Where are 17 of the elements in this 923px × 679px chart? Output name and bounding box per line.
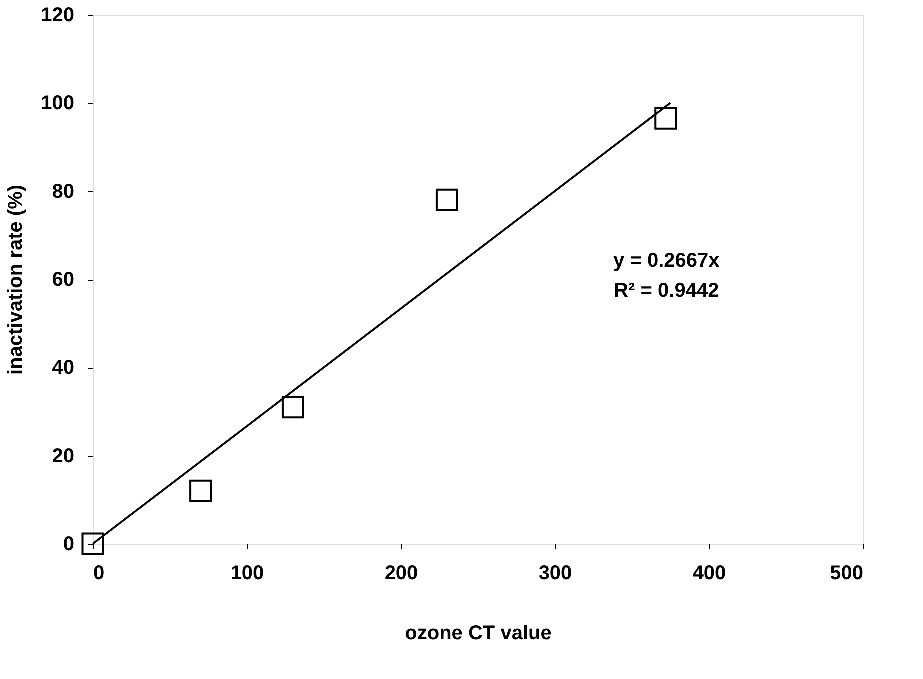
annotation: R² = 0.9442 <box>614 280 720 302</box>
x-tick-label: 400 <box>692 562 726 584</box>
x-tick-label: 300 <box>538 562 572 584</box>
y-tick-label: 60 <box>52 269 74 291</box>
x-tick-label: 200 <box>384 562 418 584</box>
x-axis-title: ozone CT value <box>405 622 552 644</box>
y-tick-label: 120 <box>41 4 74 26</box>
y-tick-label: 40 <box>52 357 74 380</box>
y-axis-title: inactivation rate (%) <box>5 184 28 376</box>
y-tick-label: 20 <box>52 445 74 468</box>
y-tick-label: 0 <box>63 534 74 556</box>
annotation: y = 0.2667x <box>614 250 720 272</box>
x-tick-label: 100 <box>230 562 264 584</box>
x-tick-label: 500 <box>830 562 864 584</box>
x-tick-label: 0 <box>94 562 105 584</box>
y-tick-label: 80 <box>52 180 74 203</box>
y-tick-label: 100 <box>41 92 74 115</box>
